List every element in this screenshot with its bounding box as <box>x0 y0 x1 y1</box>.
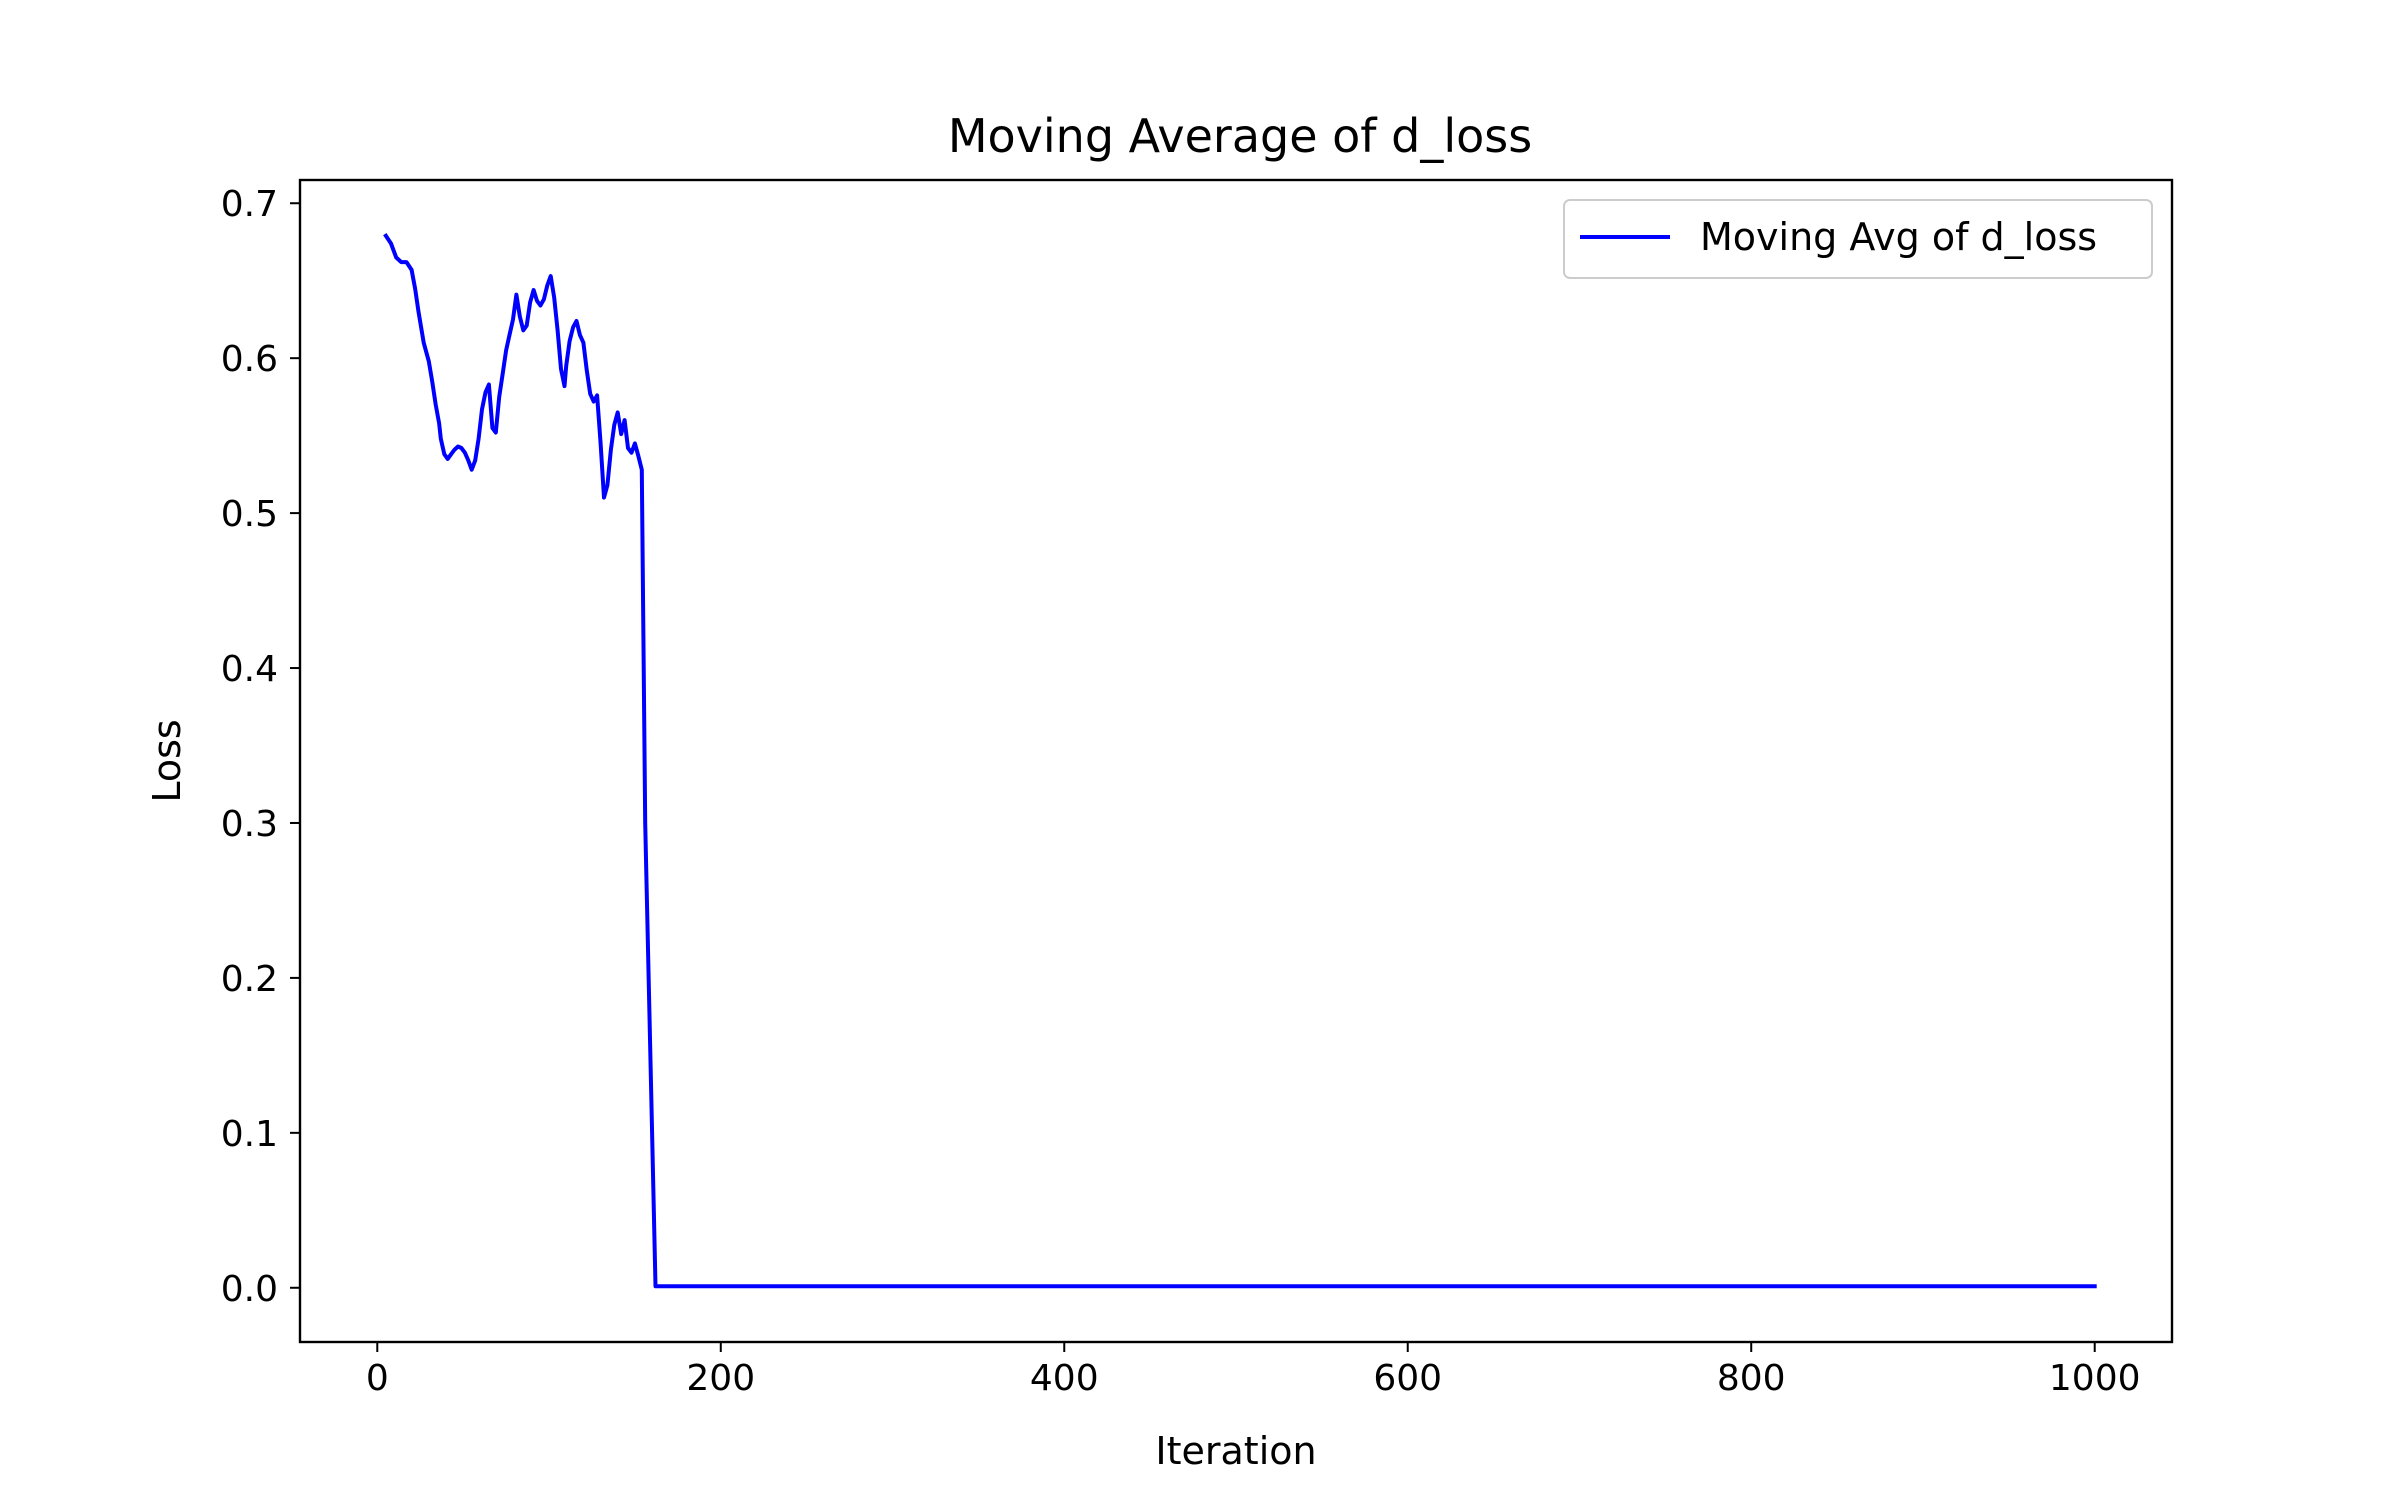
series-line <box>383 233 2097 1289</box>
y-tick-label: 0.0 <box>221 1269 278 1310</box>
y-tick-label: 0.5 <box>221 494 278 535</box>
y-tick-label: 0.4 <box>221 649 278 690</box>
x-axis-label: Iteration <box>1155 1429 1316 1473</box>
x-tick-label: 600 <box>1373 1358 1442 1399</box>
y-tick-label: 0.3 <box>221 804 278 845</box>
legend: Moving Avg of d_loss <box>1563 199 2153 279</box>
y-axis-label: Loss <box>145 719 189 802</box>
x-tick-label: 1000 <box>2049 1358 2141 1399</box>
y-tick-label: 0.2 <box>221 959 278 1000</box>
y-tick-label: 0.7 <box>221 184 278 225</box>
y-tick-label: 0.6 <box>221 339 278 380</box>
x-tick-label: 400 <box>1030 1358 1099 1399</box>
x-tick-label: 0 <box>366 1358 389 1399</box>
y-axis: 0.0 0.1 0.2 0.3 0.4 0.5 0.6 0.7 <box>221 184 300 1310</box>
x-tick-label: 800 <box>1717 1358 1786 1399</box>
x-axis: 0 200 400 600 800 1000 <box>366 1342 2141 1399</box>
legend-label: Moving Avg of d_loss <box>1700 215 2097 259</box>
axes-frame <box>298 178 2174 1344</box>
x-tick-label: 200 <box>686 1358 755 1399</box>
y-tick-label: 0.1 <box>221 1114 278 1155</box>
chart-title: Moving Average of d_loss <box>948 109 1532 163</box>
legend-box <box>1563 199 2153 279</box>
plot-area <box>383 233 2097 1289</box>
